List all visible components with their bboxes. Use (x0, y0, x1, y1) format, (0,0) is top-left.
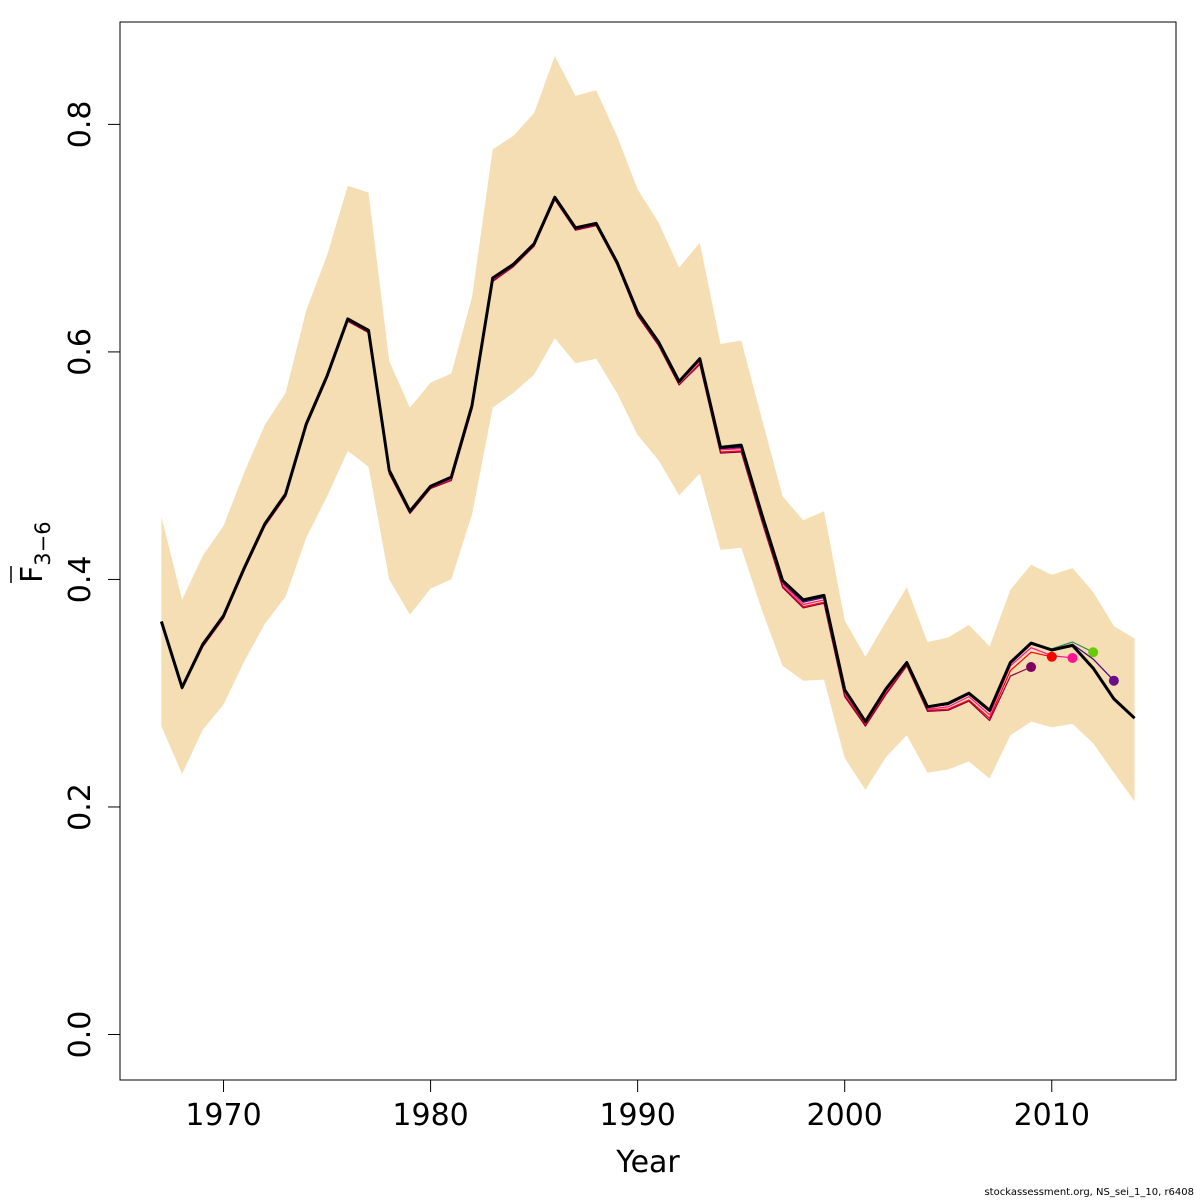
x-tick-label: 1970 (185, 1098, 261, 1133)
x-tick-label: 1980 (392, 1098, 468, 1133)
confidence-band-area (161, 56, 1135, 802)
y-tick-label: 0.4 (63, 556, 98, 604)
svg-text:F3−6: F3−6 (15, 521, 55, 583)
x-tick-label: 2010 (1014, 1098, 1090, 1133)
x-axis-title: Year (615, 1145, 680, 1180)
y-tick-label: 0.0 (63, 1011, 98, 1059)
series-lines (159, 195, 1136, 727)
series-endpoint-3 (1067, 652, 1078, 663)
x-tick-label: 2000 (807, 1098, 883, 1133)
x-axis: 1970 1980 1990 2000 2010 (185, 1079, 1090, 1133)
confidence-band (161, 56, 1135, 802)
y-tick-label: 0.2 (63, 783, 98, 831)
y-tick-label: 0.6 (63, 328, 98, 376)
x-tick-label: 1990 (599, 1098, 675, 1133)
y-axis-title: F3−6 (10, 521, 55, 583)
y-axis-title-sub: 3−6 (31, 521, 55, 565)
series-endpoint-1 (1088, 647, 1099, 658)
footer-credit: stockassessment.org, NS_sei_1_10, r6408 (984, 1187, 1194, 1198)
series-endpoint-4 (1046, 651, 1057, 662)
series-endpoints (1026, 647, 1119, 686)
y-axis: 0.0 0.2 0.4 0.6 0.8 (63, 101, 121, 1059)
y-tick-label: 0.8 (63, 101, 98, 149)
y-axis-title-main: F (15, 566, 50, 583)
series-endpoint-5 (1026, 662, 1037, 673)
series-endpoint-2 (1108, 675, 1119, 686)
series-line-0 (159, 195, 1136, 724)
